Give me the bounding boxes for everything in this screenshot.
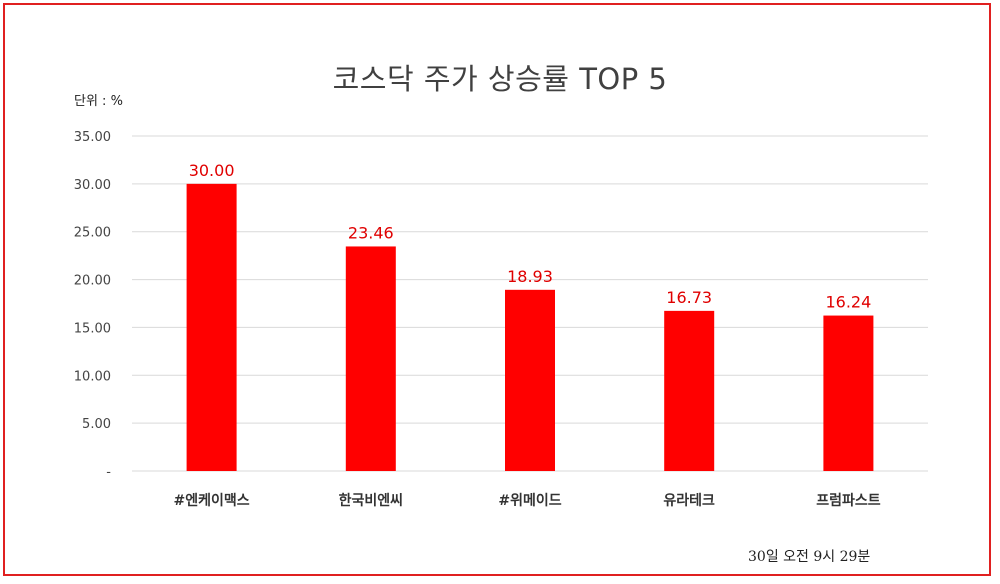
x-category-label: #엔케이맥스 (174, 492, 250, 509)
unit-label: 단위 : % (74, 94, 123, 109)
y-tick-label: 25.00 (74, 226, 111, 241)
chart-frame (3, 3, 991, 576)
y-tick-label: 20.00 (74, 274, 111, 289)
x-category-label: 유라테크 (663, 493, 715, 509)
bar (505, 289, 555, 471)
y-tick-label: - (106, 465, 111, 480)
data-label: 18.93 (507, 267, 553, 286)
x-category-label: 프럼파스트 (816, 493, 881, 509)
data-label: 23.46 (348, 223, 394, 242)
y-tick-label: 30.00 (74, 178, 111, 193)
bar (823, 315, 874, 471)
x-category-label: #위메이드 (498, 492, 561, 509)
timestamp-note: 30일 오전 9시 29분 (748, 549, 871, 565)
y-tick-label: 15.00 (74, 321, 111, 336)
bar (186, 183, 237, 471)
data-label: 16.73 (666, 288, 712, 307)
bar (664, 310, 715, 471)
bar (345, 246, 396, 471)
chart-title: 코스닥 주가 상승률 TOP 5 (332, 62, 668, 96)
y-tick-label: 35.00 (74, 130, 111, 145)
data-label: 16.24 (825, 293, 871, 312)
y-tick-label: 10.00 (74, 369, 111, 384)
x-category-label: 한국비엔씨 (339, 492, 403, 509)
data-label: 30.00 (189, 161, 235, 180)
y-tick-label: 5.00 (82, 417, 111, 432)
